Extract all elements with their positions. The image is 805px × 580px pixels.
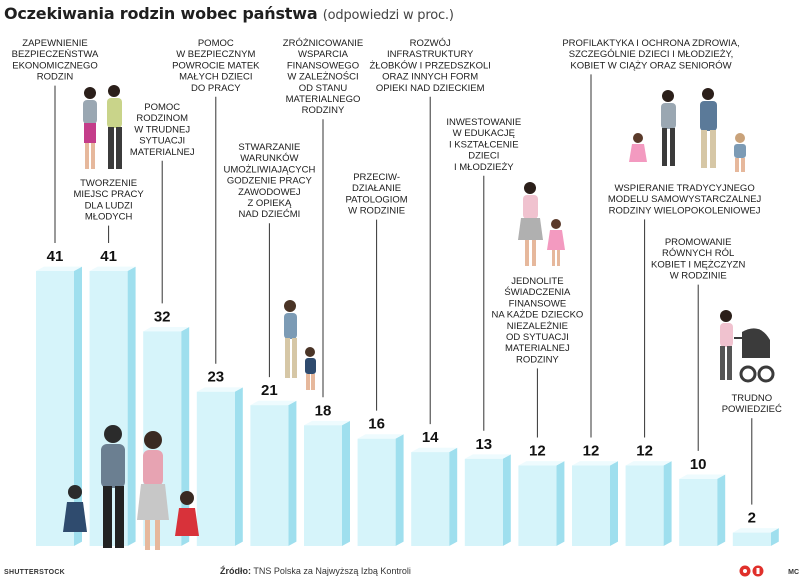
bar: [572, 465, 610, 546]
bar-top: [518, 461, 565, 466]
bar-top: [572, 461, 618, 466]
bar-top: [357, 434, 404, 439]
source-note: Źródło: TNS Polska za Najwyższą Izbą Kon…: [220, 566, 411, 576]
category-label: JEDNOLITE ŚWIADCZENIA FINANSOWE NA KAŻDE DZ…: [491, 276, 583, 365]
bar-top: [625, 461, 672, 466]
family-illustration-large: [63, 425, 199, 550]
bar-top: [196, 387, 243, 392]
mother-stroller-illustration: [720, 310, 775, 383]
bar: [464, 458, 503, 546]
bar-value-label: 12: [529, 443, 546, 460]
bar-value-label: 12: [636, 443, 653, 460]
category-label: POMOC RODZINOM W TRUDNEJ SYTUACJI MATERIALNE…: [130, 102, 195, 158]
bar: [357, 438, 396, 546]
bar-top: [143, 326, 190, 332]
bar-side: [234, 387, 243, 546]
bar-side: [395, 434, 404, 546]
bar: [518, 465, 557, 546]
bar-top: [89, 266, 136, 271]
mother-daughter-illustration: [518, 182, 565, 266]
bar-side: [449, 447, 458, 546]
category-label: PRZECIW-DZIAŁANIE PATOLOGIOM W RODZINIE: [345, 172, 407, 217]
category-label: ROZWÓJ INFRASTRUKTURY ŻŁOBKÓW I PRZEDSZKOL…: [369, 38, 490, 94]
bar: [250, 405, 289, 546]
bar: [732, 532, 771, 546]
category-label: TRUDNO POWIEDZIEĆ: [722, 393, 782, 415]
bar: [304, 425, 342, 546]
category-label: TWORZENIE MIEJSC PRACY DLA LUDZI MŁODYCH: [73, 178, 144, 223]
bar: [679, 478, 718, 546]
bar-side: [342, 420, 350, 546]
bar-value-label: 12: [583, 443, 600, 460]
category-label: PROMOWANIE RÓWNYCH RÓL KOBIET I MĘŻCZYZN W …: [651, 237, 745, 282]
bar-value-label: 23: [207, 369, 224, 386]
chart-title: Oczekiwania rodzin wobec państwa (odpowi…: [4, 4, 454, 23]
father-child-illustration: [284, 300, 316, 390]
couple-illustration: [83, 85, 122, 169]
bar-value-label: 32: [154, 308, 171, 325]
bar-top: [304, 420, 350, 426]
bar-value-label: 18: [315, 402, 332, 419]
bar-side: [127, 266, 136, 546]
bar-value-label: 14: [422, 429, 439, 446]
category-label: STWARZANIE WARUNKÓW UMOŻLIWIAJĄCYCH GODZENI…: [223, 142, 315, 220]
bar-side: [663, 461, 672, 546]
bar-top: [464, 454, 511, 459]
bar-top: [732, 528, 779, 533]
category-label: INWESTOWANIE W EDUKACJĘ I KSZTAŁCENIE DZIEC…: [446, 117, 521, 173]
bar-top: [36, 266, 82, 271]
category-label: ZAPEWNIENIE BEZPIECZEŃSTWA EKONOMICZNEGO RO…: [12, 38, 99, 83]
family-walking-illustration: [629, 88, 746, 172]
bar: [411, 452, 450, 546]
bar-side: [610, 461, 618, 546]
bar-value-label: 16: [368, 416, 385, 433]
bar-value-label: 41: [100, 248, 117, 265]
bar-side: [74, 266, 82, 546]
bar-top: [250, 400, 297, 406]
bar-value-label: 41: [47, 248, 64, 265]
bar-value-label: 2: [748, 510, 756, 527]
bar: [625, 465, 664, 546]
bar-top: [411, 447, 458, 453]
category-label: WSPIERANIE TRADYCYJNEGO MODELU SAMOWYSTAR…: [608, 183, 762, 216]
bar-side: [288, 400, 297, 546]
bar-top: [679, 474, 726, 479]
chart-subtitle: (odpowiedzi w proc.): [322, 8, 454, 23]
bar-value-label: 13: [475, 436, 492, 453]
category-label: POMOC W BEZPIECZNYM POWROCIE MATEK MAŁYCH D…: [172, 38, 260, 94]
bar-value-label: 21: [261, 382, 278, 399]
bar: [36, 271, 74, 546]
photo-credit: SHUTTERSTOCK: [4, 569, 66, 576]
bar-side: [556, 461, 565, 546]
bar-value-label: 10: [690, 456, 707, 473]
bar-side: [770, 528, 779, 546]
publisher-logo-icon: [739, 565, 764, 577]
author-credit: MC: [788, 569, 799, 576]
bar: [196, 391, 235, 546]
bar-side: [717, 474, 726, 546]
category-label: PROFILAKTYKA I OCHRONA ZDROWIA, SZCZEGÓLN…: [562, 38, 739, 71]
bar-side: [502, 454, 511, 546]
category-label: ZRÓŻNICOWANIE WSPARCIA FINANSOWEGO W ZALEŻN…: [283, 38, 363, 116]
